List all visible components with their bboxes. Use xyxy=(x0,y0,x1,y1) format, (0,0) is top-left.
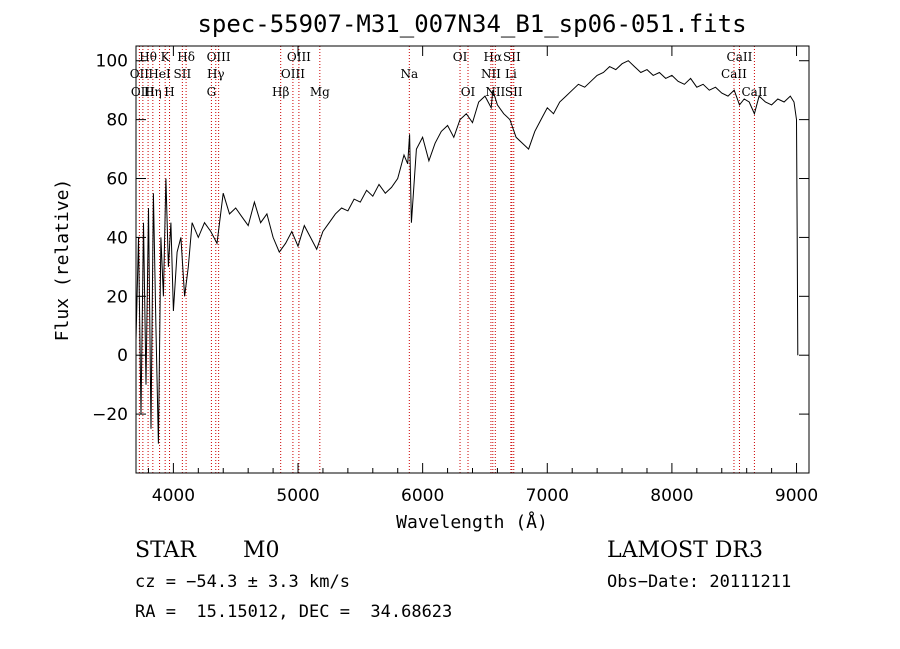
x-tick-label: 8000 xyxy=(650,486,693,506)
coordinates: RA = 15.15012, DEC = 34.68623 xyxy=(135,602,453,622)
line-marker-label: G xyxy=(207,85,217,99)
chart-title: spec-55907-M31_007N34_B1_sp06-051.fits xyxy=(197,10,746,38)
line-marker-label: OI xyxy=(461,85,476,99)
plot-frame xyxy=(135,45,810,474)
line-marker-label: Na xyxy=(400,67,418,81)
line-marker-label: Hγ xyxy=(207,67,225,81)
line-marker-label: Mg xyxy=(310,85,330,99)
y-tick-label: 40 xyxy=(106,228,128,248)
line-marker-label: SII xyxy=(503,50,521,64)
line-marker-label: OIII xyxy=(281,67,305,81)
observation-date: Obs−Date: 20111211 xyxy=(607,572,792,592)
line-marker-label: CaII xyxy=(741,85,767,99)
line-marker-label: OIII xyxy=(287,50,311,64)
object-subclass: M0 xyxy=(243,538,280,563)
x-tick-label: 5000 xyxy=(276,486,319,506)
line-marker-label: H xyxy=(164,85,174,99)
y-tick-label: 80 xyxy=(106,111,128,131)
line-marker-label: OII xyxy=(130,67,150,81)
line-marker-label: Hδ xyxy=(177,50,195,64)
line-marker-label: NII xyxy=(485,85,505,99)
y-tick-label: −20 xyxy=(92,405,128,425)
line-marker-label: OIII xyxy=(207,50,231,64)
line-marker-label: OI xyxy=(453,50,468,64)
line-marker-label: SII xyxy=(505,85,523,99)
line-marker-label: Li xyxy=(505,67,517,81)
flux-series-line xyxy=(135,60,799,444)
line-marker-label: CaII xyxy=(721,67,747,81)
line-marker-label: K xyxy=(161,50,171,64)
line-marker-label: Hθ xyxy=(139,50,157,64)
survey-name: LAMOST DR3 xyxy=(607,538,763,563)
y-tick-label: 100 xyxy=(96,52,128,72)
line-marker-label: OIII xyxy=(131,85,155,99)
redshift-cz: cz = −54.3 ± 3.3 km/s xyxy=(135,572,350,592)
line-marker-label: Hβ xyxy=(272,85,289,99)
x-tick-label: 7000 xyxy=(526,486,569,506)
y-tick-label: 0 xyxy=(117,346,128,366)
x-tick-label: 6000 xyxy=(401,486,444,506)
y-tick-label: 20 xyxy=(106,287,128,307)
line-marker-label: HeI xyxy=(148,67,171,81)
axis-ticks: 4000 5000 6000 7000 8000 9000 −20 0 20 40 60 80 100 xyxy=(92,46,818,506)
y-tick-label: 60 xyxy=(106,170,128,190)
line-marker-label: SII xyxy=(174,67,192,81)
x-tick-label: 4000 xyxy=(152,486,195,506)
x-axis-label: Wavelength (Å) xyxy=(396,511,548,533)
line-marker-label: Hα xyxy=(484,50,503,64)
line-marker-label: Hη xyxy=(144,85,162,99)
line-marker-label: NII xyxy=(481,67,501,81)
object-class: STAR xyxy=(135,538,196,563)
line-marker-label: CaII xyxy=(727,50,753,64)
x-tick-label: 9000 xyxy=(775,486,818,506)
y-axis-label: Flux (relative) xyxy=(52,179,73,342)
